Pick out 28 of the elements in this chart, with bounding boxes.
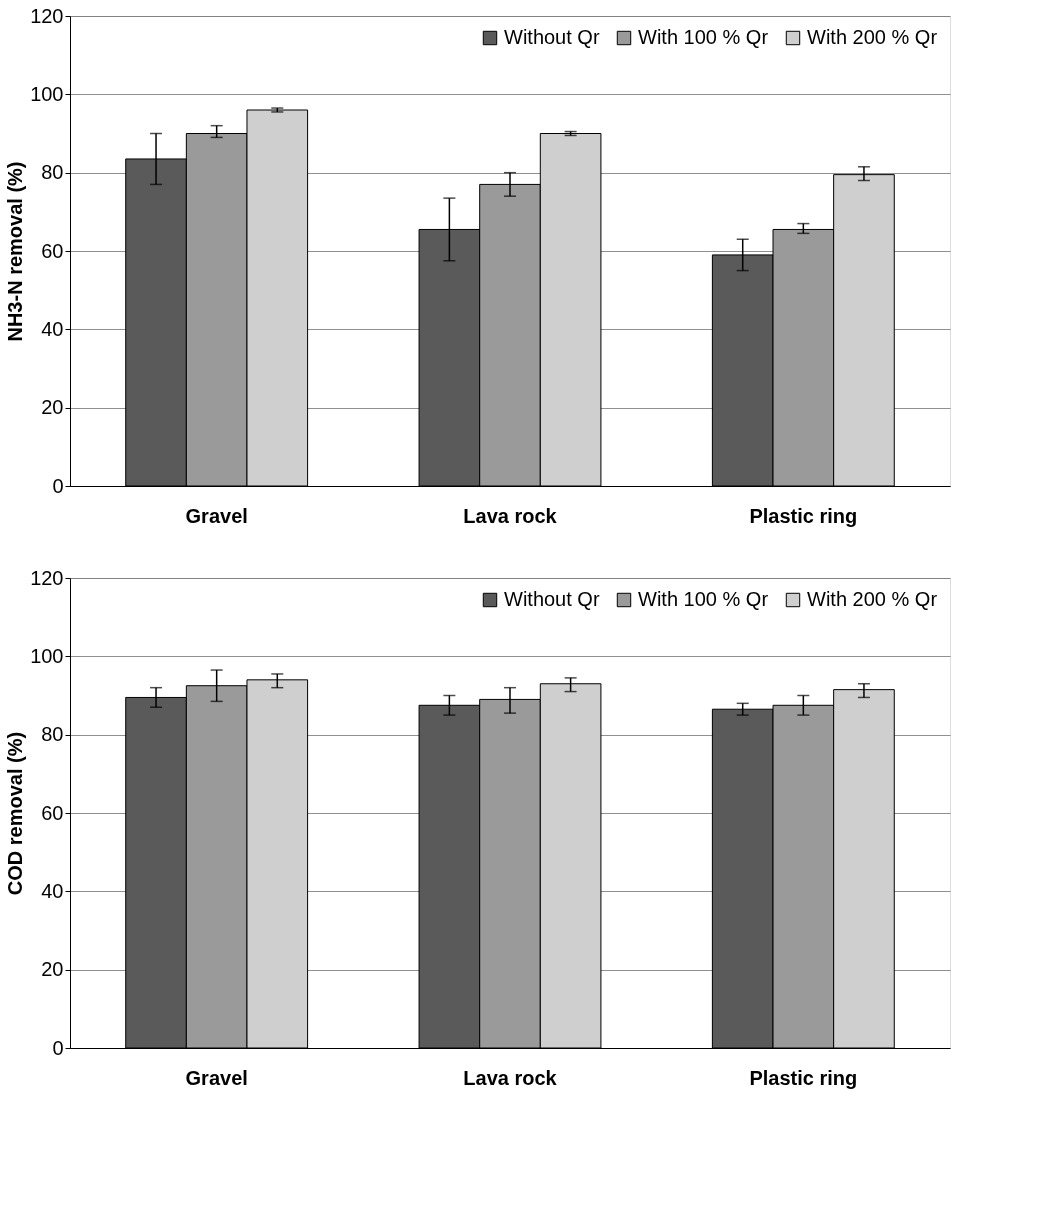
y-tick-label: 80: [41, 161, 64, 184]
x-tick-label: Gravel: [185, 504, 248, 527]
y-tick-label: 0: [52, 474, 64, 497]
x-tick-label: Lava rock: [463, 1066, 558, 1089]
y-tick-label: 20: [41, 396, 64, 419]
y-tick-label: 20: [41, 958, 64, 981]
y-tick-label: 60: [41, 239, 64, 262]
legend-label: With 100 % Qr: [638, 588, 769, 610]
y-tick-label: 100: [30, 644, 64, 667]
x-tick-label: Plastic ring: [749, 1066, 858, 1089]
y-tick-label: 60: [41, 801, 64, 824]
legend-label: With 200 % Qr: [807, 26, 938, 48]
y-tick-label: 120: [30, 4, 64, 27]
legend-label: Without Qr: [504, 26, 600, 48]
y-tick-label: 100: [30, 82, 64, 105]
y-tick-label: 80: [41, 723, 64, 746]
legend-label: With 100 % Qr: [638, 26, 769, 48]
y-axis-title: COD removal (%): [4, 731, 27, 896]
y-tick-label: 0: [52, 1036, 64, 1059]
y-axis-title: NH3-N removal (%): [4, 161, 27, 342]
y-tick-label: 40: [41, 879, 64, 902]
x-tick-label: Gravel: [185, 1066, 248, 1089]
y-tick-label: 120: [30, 566, 64, 589]
x-tick-label: Lava rock: [463, 504, 558, 527]
legend-label: Without Qr: [504, 588, 600, 610]
legend-label: With 200 % Qr: [807, 588, 938, 610]
y-tick-label: 40: [41, 317, 64, 340]
x-tick-label: Plastic ring: [749, 504, 858, 527]
